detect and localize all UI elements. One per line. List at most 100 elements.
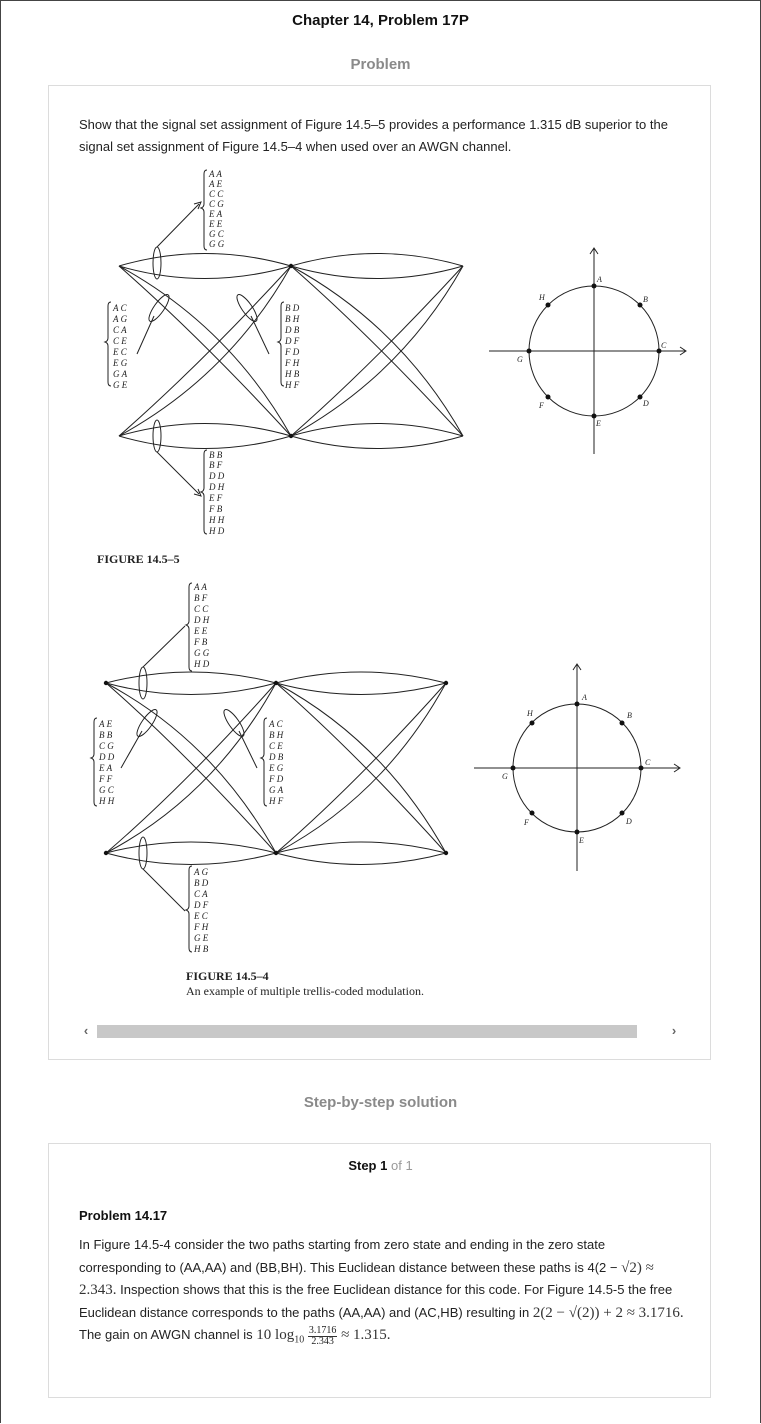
math-log-base: 10: [294, 1334, 305, 1346]
svg-text:A C: A C: [112, 303, 128, 313]
svg-text:A: A: [596, 275, 602, 284]
svg-text:G G: G G: [209, 239, 225, 249]
svg-text:F H: F H: [284, 358, 300, 368]
label: A A: [208, 169, 222, 179]
fig-b-bottom-labels: A G B D C A D F E C F H G E H B: [193, 867, 209, 954]
svg-text:A G: A G: [193, 867, 209, 877]
fig-a-constellation-labels: A B C D E F G H: [517, 275, 667, 428]
fig-a-left-labels: A C A G C A C E E C E G G A G E: [112, 303, 128, 390]
svg-text:H D: H D: [193, 659, 210, 669]
svg-text:D B: D B: [284, 325, 300, 335]
svg-text:G C: G C: [209, 229, 225, 239]
svg-text:G A: G A: [113, 369, 128, 379]
svg-text:A G: A G: [112, 314, 128, 324]
svg-text:A C: A C: [268, 719, 284, 729]
step-header: Step 1 of 1: [49, 1158, 712, 1173]
constellation-a: [489, 247, 687, 454]
svg-text:A: A: [581, 693, 587, 702]
svg-text:A A: A A: [193, 582, 207, 592]
svg-text:G C: G C: [99, 785, 115, 795]
trellis-a: [118, 201, 464, 497]
svg-text:E E: E E: [208, 219, 223, 229]
svg-text:C E: C E: [269, 741, 283, 751]
svg-text:E G: E G: [268, 763, 284, 773]
fig-b-top-labels: A A B F C C D H E E F B G G H D: [193, 582, 210, 669]
horizontal-scrollbar[interactable]: ‹ ›: [79, 1023, 681, 1039]
svg-text:E: E: [578, 836, 584, 845]
svg-text:E A: E A: [208, 209, 223, 219]
svg-text:E: E: [595, 419, 601, 428]
problem-card: Show that the signal set assignment of F…: [48, 85, 711, 1060]
problem-text: Show that the signal set assignment of F…: [79, 117, 668, 154]
problem-heading: Problem: [350, 56, 411, 73]
svg-text:D B: D B: [268, 752, 284, 762]
fig-a-bottom-labels: B B B F D D D H E F F B H H H D: [208, 450, 225, 536]
trellis-b: [105, 625, 447, 912]
svg-text:C: C: [661, 341, 667, 350]
svg-text:E C: E C: [112, 347, 128, 357]
svg-text:B: B: [627, 711, 632, 720]
math-expr-1: √2) ≈ 2.343.: [79, 1259, 654, 1299]
fig-a-mid-labels: B D B H D B D F F D F H H B H F: [284, 303, 300, 390]
svg-text:B B: B B: [209, 450, 223, 460]
svg-text:E F: E F: [208, 493, 223, 503]
svg-text:F B: F B: [208, 504, 223, 514]
svg-text:C: C: [645, 758, 651, 767]
svg-text:H F: H F: [268, 796, 284, 806]
svg-text:B: B: [643, 295, 648, 304]
scroll-left-arrow-icon[interactable]: ‹: [83, 1023, 89, 1038]
svg-text:H F: H F: [284, 380, 300, 390]
constellation-b: [474, 663, 681, 871]
solution-title: Problem 14.17: [79, 1208, 168, 1223]
svg-text:B F: B F: [209, 460, 223, 470]
svg-text:D: D: [642, 399, 649, 408]
svg-text:D F: D F: [284, 336, 300, 346]
svg-text:H D: H D: [208, 526, 225, 536]
svg-text:E A: E A: [98, 763, 113, 773]
svg-text:B F: B F: [194, 593, 208, 603]
svg-text:D: D: [625, 817, 632, 826]
svg-text:B H: B H: [269, 730, 284, 740]
svg-text:G A: G A: [269, 785, 284, 795]
scroll-thumb[interactable]: [97, 1025, 637, 1038]
scroll-right-arrow-icon[interactable]: ›: [671, 1023, 677, 1038]
svg-text:F D: F D: [268, 774, 284, 784]
fraction-numerator: 3.1716: [307, 1325, 338, 1337]
svg-text:D H: D H: [208, 482, 225, 492]
figures-svg: A A A E C C C G E A E E G C G G A C A G …: [89, 169, 687, 998]
solution-para-2: Inspection shows that this is the free E…: [79, 1282, 673, 1320]
fig-b-constellation-labels: A B C D E F G H: [502, 693, 651, 845]
svg-text:C C: C C: [194, 604, 209, 614]
solution-para-3: The gain on AWGN channel is: [79, 1327, 257, 1342]
svg-text:H B: H B: [193, 944, 209, 954]
math-result: ≈ 1.315.: [337, 1327, 391, 1343]
svg-text:B D: B D: [285, 303, 300, 313]
svg-text:F H: F H: [193, 922, 209, 932]
svg-text:C G: C G: [209, 199, 224, 209]
svg-text:H H: H H: [208, 515, 225, 525]
figure-a-caption: FIGURE 14.5–5: [97, 552, 180, 566]
svg-text:A E: A E: [98, 719, 113, 729]
figure-b-caption: FIGURE 14.5–4: [186, 969, 269, 983]
svg-text:B D: B D: [194, 878, 209, 888]
svg-text:H H: H H: [98, 796, 115, 806]
solution-card: Step 1 of 1 Problem 14.17 In Figure 14.5…: [48, 1143, 711, 1398]
svg-text:B B: B B: [99, 730, 113, 740]
svg-text:E G: E G: [112, 358, 128, 368]
svg-text:G G: G G: [194, 648, 210, 658]
svg-text:F D: F D: [284, 347, 300, 357]
svg-text:E E: E E: [193, 626, 208, 636]
svg-text:D F: D F: [193, 900, 209, 910]
math-expr-2: 2(2 − √(2)) + 2 ≈ 3.1716.: [532, 1304, 684, 1321]
svg-text:D D: D D: [208, 471, 225, 481]
step-number: 1: [380, 1158, 388, 1173]
svg-text:A E: A E: [208, 179, 223, 189]
page-title: Chapter 14, Problem 17P: [292, 12, 469, 29]
solution-text: In Figure 14.5-4 consider the two paths …: [79, 1234, 689, 1352]
fig-a-top-labels: A A A E C C C G E A E E G C G G: [208, 169, 225, 249]
svg-text:G E: G E: [113, 380, 128, 390]
svg-text:C G: C G: [99, 741, 114, 751]
svg-text:C C: C C: [209, 189, 224, 199]
svg-text:G E: G E: [194, 933, 209, 943]
svg-text:C A: C A: [194, 889, 208, 899]
